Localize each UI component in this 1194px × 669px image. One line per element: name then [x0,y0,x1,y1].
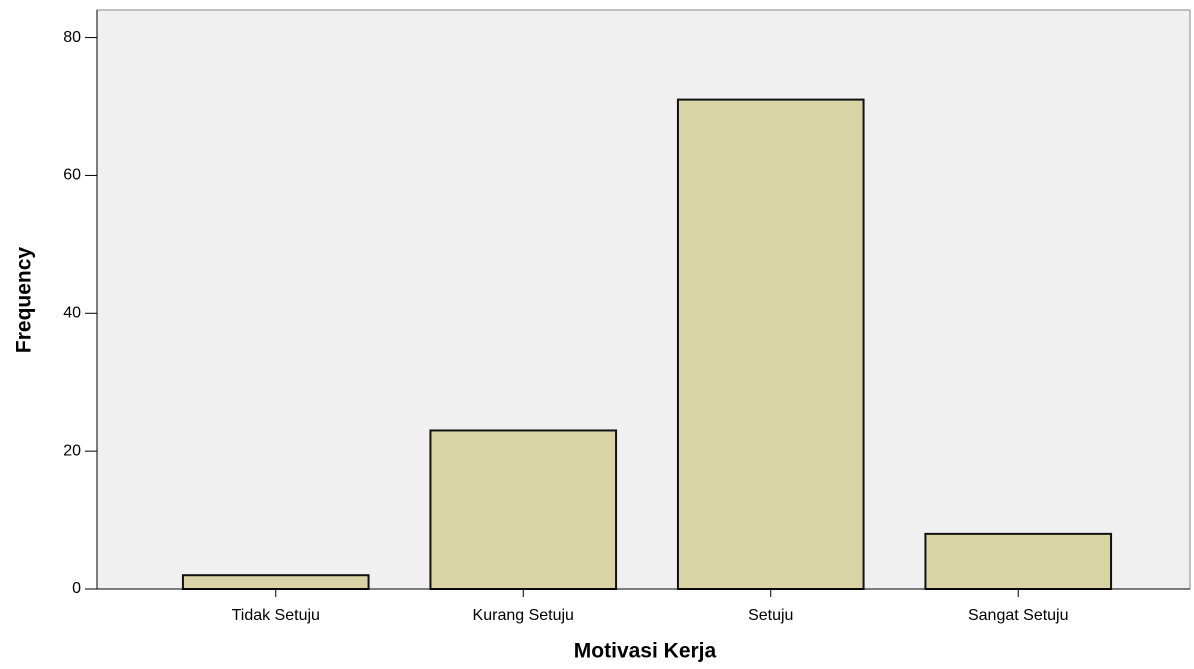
y-tick-label: 60 [63,167,81,184]
bar [429,429,618,591]
y-tick-label: 0 [72,580,81,597]
bar [676,98,865,590]
x-tick-label: Sangat Setuju [968,607,1069,624]
bar [181,574,370,591]
y-tick-label: 20 [63,442,81,459]
bar [924,532,1113,590]
y-tick-label: 80 [63,29,81,46]
y-axis-title: Frequency [13,247,36,354]
plot-area [96,9,1191,590]
y-tick-label: 40 [63,305,81,322]
x-tick-label: Kurang Setuju [473,607,574,624]
x-tick-label: Setuju [748,607,793,624]
x-axis-title: Motivasi Kerja [574,640,717,663]
x-tick-label: Tidak Setuju [232,607,320,624]
